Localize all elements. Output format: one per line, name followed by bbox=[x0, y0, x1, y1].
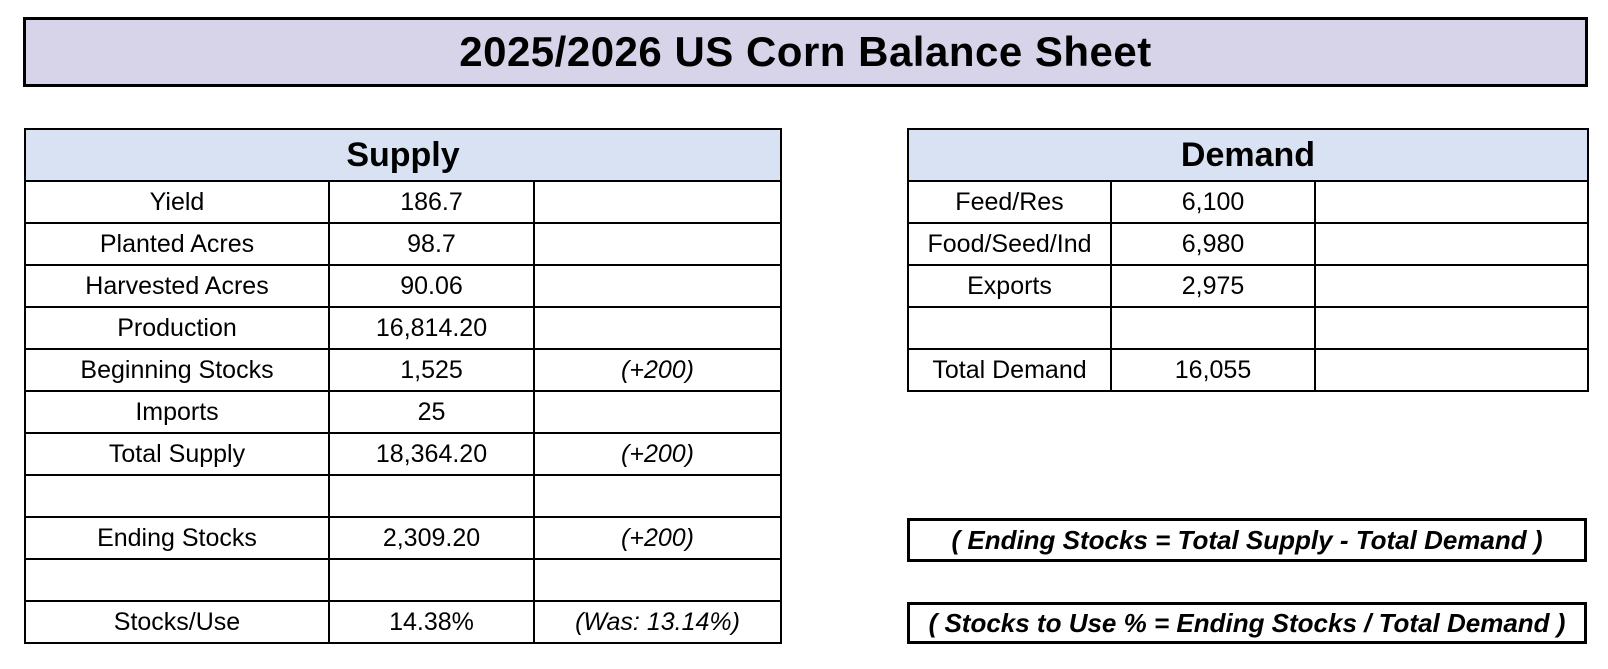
row-label: Total Supply bbox=[24, 432, 330, 476]
row-note: (+200) bbox=[532, 432, 783, 476]
row-label: Planted Acres bbox=[24, 222, 330, 266]
row-value: 16,814.20 bbox=[328, 306, 535, 350]
row-note: (+200) bbox=[532, 348, 783, 392]
row-label: Food/Seed/Ind bbox=[907, 222, 1112, 266]
row-label: Beginning Stocks bbox=[24, 348, 330, 392]
table-row: Food/Seed/Ind 6,980 bbox=[907, 222, 1589, 266]
row-value bbox=[328, 474, 535, 518]
row-note bbox=[1314, 180, 1589, 224]
row-label: Ending Stocks bbox=[24, 516, 330, 560]
supply-header-row: Supply bbox=[23, 128, 783, 182]
row-value: 98.7 bbox=[328, 222, 535, 266]
row-label bbox=[24, 558, 330, 602]
row-label bbox=[907, 306, 1112, 350]
table-row-empty bbox=[24, 558, 783, 602]
supply-section-header: Supply bbox=[23, 128, 783, 182]
row-note bbox=[1314, 222, 1589, 266]
row-label: Production bbox=[24, 306, 330, 350]
row-label bbox=[24, 474, 330, 518]
row-value: 1,525 bbox=[328, 348, 535, 392]
row-value: 6,980 bbox=[1110, 222, 1316, 266]
table-row: Harvested Acres 90.06 bbox=[24, 264, 783, 308]
row-note bbox=[1314, 264, 1589, 308]
row-value: 25 bbox=[328, 390, 535, 434]
stocks-to-use-formula-note: ( Stocks to Use % = Ending Stocks / Tota… bbox=[907, 602, 1587, 644]
table-row-empty bbox=[907, 306, 1589, 350]
row-note bbox=[532, 306, 783, 350]
table-row: Yield 186.7 bbox=[24, 180, 783, 224]
row-note: (+200) bbox=[532, 516, 783, 560]
row-value bbox=[328, 558, 535, 602]
demand-section-header: Demand bbox=[907, 128, 1589, 182]
row-value: 186.7 bbox=[328, 180, 535, 224]
row-label: Feed/Res bbox=[907, 180, 1112, 224]
row-note bbox=[532, 390, 783, 434]
supply-table: Supply Yield 186.7 Planted Acres 98.7 Ha… bbox=[23, 128, 783, 644]
table-row: Exports 2,975 bbox=[907, 264, 1589, 308]
table-row: Feed/Res 6,100 bbox=[907, 180, 1589, 224]
row-value: 16,055 bbox=[1110, 348, 1316, 392]
row-label: Yield bbox=[24, 180, 330, 224]
row-note bbox=[1314, 306, 1589, 350]
ending-stocks-formula-note: ( Ending Stocks = Total Supply - Total D… bbox=[907, 518, 1587, 562]
row-value: 90.06 bbox=[328, 264, 535, 308]
table-row: Planted Acres 98.7 bbox=[24, 222, 783, 266]
table-row: Stocks/Use 14.38% (Was: 13.14%) bbox=[24, 600, 783, 644]
page-title-bar: 2025/2026 US Corn Balance Sheet bbox=[23, 17, 1588, 87]
row-note: (Was: 13.14%) bbox=[532, 600, 783, 644]
row-note bbox=[532, 222, 783, 266]
table-row: Beginning Stocks 1,525 (+200) bbox=[24, 348, 783, 392]
demand-table: Demand Feed/Res 6,100 Food/Seed/Ind 6,98… bbox=[907, 128, 1589, 392]
demand-header-row: Demand bbox=[907, 128, 1589, 182]
formula-text: ( Ending Stocks = Total Supply - Total D… bbox=[951, 524, 1543, 555]
row-note bbox=[532, 558, 783, 602]
page-title: 2025/2026 US Corn Balance Sheet bbox=[459, 28, 1152, 75]
table-row: Ending Stocks 2,309.20 (+200) bbox=[24, 516, 783, 560]
row-value: 2,975 bbox=[1110, 264, 1316, 308]
table-row: Imports 25 bbox=[24, 390, 783, 434]
row-value: 6,100 bbox=[1110, 180, 1316, 224]
row-label: Stocks/Use bbox=[24, 600, 330, 644]
row-note bbox=[532, 180, 783, 224]
row-note bbox=[532, 264, 783, 308]
table-row: Total Supply 18,364.20 (+200) bbox=[24, 432, 783, 476]
row-value bbox=[1110, 306, 1316, 350]
table-row-empty bbox=[24, 474, 783, 518]
row-value: 2,309.20 bbox=[328, 516, 535, 560]
row-label: Harvested Acres bbox=[24, 264, 330, 308]
formula-text: ( Stocks to Use % = Ending Stocks / Tota… bbox=[928, 607, 1566, 638]
row-label: Exports bbox=[907, 264, 1112, 308]
row-note bbox=[532, 474, 783, 518]
row-value: 18,364.20 bbox=[328, 432, 535, 476]
row-label: Total Demand bbox=[907, 348, 1112, 392]
row-value: 14.38% bbox=[328, 600, 535, 644]
row-note bbox=[1314, 348, 1589, 392]
table-row: Total Demand 16,055 bbox=[907, 348, 1589, 392]
table-row: Production 16,814.20 bbox=[24, 306, 783, 350]
row-label: Imports bbox=[24, 390, 330, 434]
